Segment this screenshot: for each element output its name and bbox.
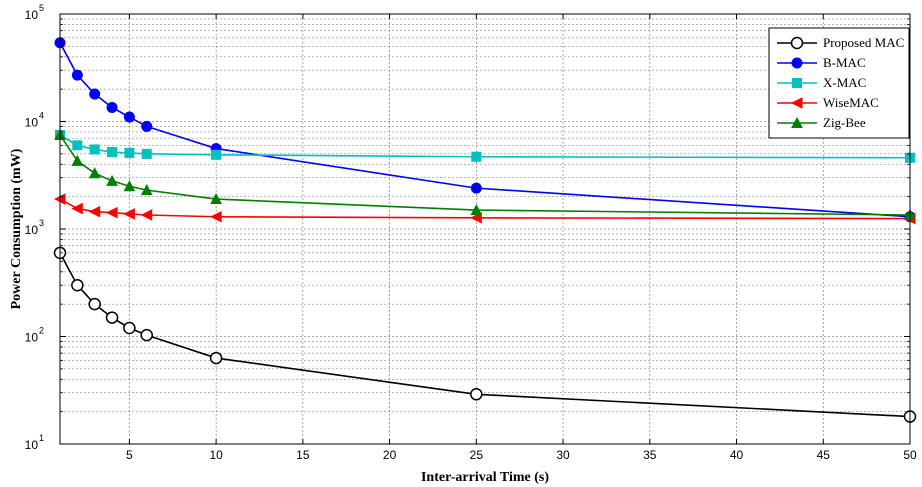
data-point — [470, 388, 483, 401]
data-point — [89, 88, 101, 100]
legend: Proposed MAC B-MAC X-MAC WiseMAC Zig-Bee — [768, 27, 910, 139]
series-proposed-mac — [53, 246, 917, 423]
data-point — [105, 206, 118, 219]
legend-item: Zig-Bee — [777, 115, 866, 130]
data-point — [791, 116, 803, 128]
legend-label: WiseMAC — [823, 95, 879, 110]
data-point — [89, 144, 100, 155]
x-tick-label: 10 — [209, 448, 223, 462]
data-point — [123, 180, 136, 192]
data-point — [123, 321, 136, 335]
series-wisemac — [53, 193, 916, 225]
y-axis-title: Power Consumption (mW) — [9, 148, 24, 309]
x-tick-label: 40 — [730, 448, 744, 462]
data-point — [71, 202, 83, 215]
data-point — [140, 209, 153, 221]
x-tick-label: 20 — [383, 448, 397, 462]
data-point — [209, 351, 223, 365]
data-point — [106, 174, 118, 186]
data-point — [105, 311, 119, 324]
data-point — [71, 69, 83, 81]
data-point — [123, 111, 135, 123]
data-point — [140, 184, 153, 196]
series-line — [59, 134, 911, 216]
legend-item: Proposed MAC — [777, 35, 904, 50]
y-tick-label: 10 — [25, 8, 39, 22]
legend-item: WiseMAC — [777, 95, 879, 110]
y-tick-exponent: 4 — [39, 111, 44, 121]
data-point — [471, 151, 482, 162]
x-tick-label: 25 — [470, 448, 484, 462]
data-point — [88, 205, 101, 218]
data-point — [140, 328, 153, 342]
data-point — [141, 148, 152, 159]
data-point — [71, 154, 84, 166]
data-point — [88, 297, 101, 311]
data-point — [71, 278, 84, 292]
y-tick-label: 10 — [25, 116, 39, 130]
legend-label: Zig-Bee — [823, 115, 866, 130]
legend-label: X-MAC — [823, 75, 866, 90]
data-point — [106, 101, 118, 113]
y-tick-label: 10 — [25, 223, 39, 237]
data-point — [790, 36, 804, 50]
x-tick-label: 30 — [556, 448, 570, 462]
legend-item: X-MAC — [777, 75, 866, 90]
x-tick-label: 45 — [817, 448, 831, 462]
data-point — [210, 210, 222, 223]
y-tick-exponent: 2 — [39, 326, 44, 336]
data-point — [211, 149, 222, 160]
x-tick-label: 15 — [296, 448, 310, 462]
data-point — [791, 57, 803, 69]
data-point — [123, 208, 135, 220]
legend-label: B-MAC — [823, 55, 866, 70]
series-line — [59, 252, 911, 418]
y-tick-label: 10 — [25, 438, 39, 452]
x-tick-label: 5 — [126, 448, 133, 462]
data-point — [792, 78, 802, 88]
y-tick-exponent: 1 — [39, 433, 44, 443]
y-tick-exponent: 3 — [39, 218, 44, 228]
data-point — [470, 203, 483, 216]
x-axis-title: Inter-arrival Time (s) — [421, 470, 549, 485]
legend-item: B-MAC — [777, 55, 866, 70]
data-point — [470, 182, 482, 194]
x-tick-label: 35 — [643, 448, 657, 462]
data-point — [107, 147, 118, 158]
y-tick-label: 10 — [25, 331, 39, 345]
legend-label: Proposed MAC — [823, 35, 904, 50]
data-point — [72, 140, 83, 151]
x-tick-label: 50 — [903, 448, 917, 462]
data-point — [210, 192, 222, 205]
y-tick-exponent: 5 — [39, 3, 44, 13]
data-point — [141, 120, 153, 132]
data-point — [124, 147, 135, 158]
data-point — [790, 97, 803, 109]
data-point — [470, 212, 482, 224]
series-zig-bee — [54, 128, 916, 220]
data-point — [88, 167, 101, 179]
